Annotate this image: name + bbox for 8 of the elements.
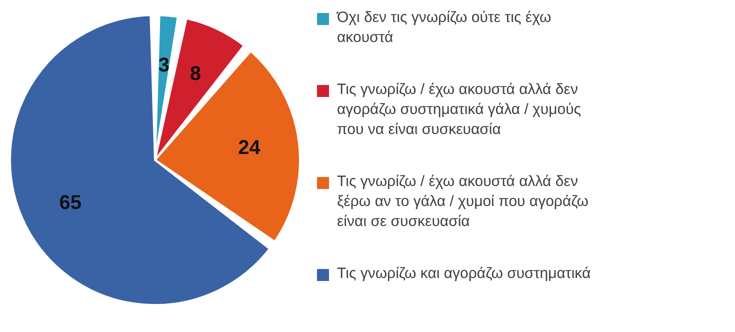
legend-label: Όχι δεν τις γνωρίζω ούτε τις έχω ακουστά xyxy=(336,9,552,46)
data-label: 8 xyxy=(190,63,202,86)
data-label: 3 xyxy=(158,54,170,76)
legend-label: Τις γνωρίζω / έχω ακουστά αλλά δεν αγοράζω συστηματικά γάλα / χυμούς που να είναι συσκευασία xyxy=(337,81,582,138)
legend-label: Τις γνωρίζω και αγοράζω συστηματικά xyxy=(337,265,591,282)
data-label: 65 xyxy=(59,192,82,214)
data-label: 24 xyxy=(238,137,262,160)
legend-label: Τις γνωρίζω / έχω ακουστά αλλά δεν ξέρω αν το γάλα / χυμοί που αγοράζω είναι σε συσκευασία xyxy=(337,173,589,230)
